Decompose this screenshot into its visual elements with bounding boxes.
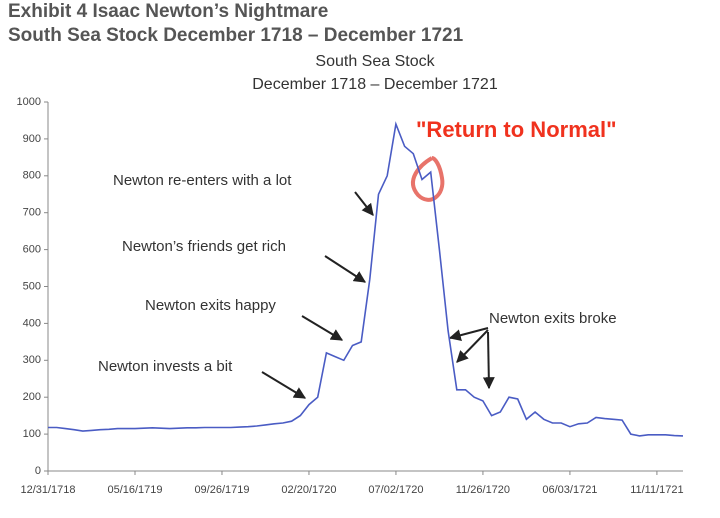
annotation: Newton invests a bit — [98, 358, 233, 375]
header-line: South Sea Stock December 1718 – December… — [8, 25, 464, 46]
line — [48, 121, 684, 437]
annotation: Newton exits happy — [145, 297, 276, 314]
y-tick-label: 400 — [23, 317, 41, 329]
circle-mark — [411, 156, 445, 202]
y-tick-label: 600 — [23, 244, 41, 256]
y-tick-label: 300 — [23, 354, 41, 366]
x-tick-label: 11/11/1721 — [630, 484, 683, 496]
annotation: Newton re-enters with a lot — [113, 172, 292, 189]
x-tick-label: 07/02/1720 — [368, 484, 423, 496]
y-tick-label: 500 — [23, 280, 41, 292]
x-tick-label: 11/26/1720 — [456, 484, 510, 496]
x-tick-label: 12/31/1718 — [20, 484, 75, 496]
chart-subtitle: December 1718 – December 1721 — [252, 76, 498, 93]
y-tick-label: 700 — [23, 207, 41, 219]
y-tick-label: 0 — [35, 465, 41, 477]
x-tick-label: 02/20/1720 — [281, 484, 336, 496]
annotation: "Return to Normal" — [416, 117, 617, 142]
annotation: Newton’s friends get rich — [122, 238, 286, 255]
x-tick-label: 06/03/1721 — [542, 484, 597, 496]
y-tick-label: 900 — [23, 133, 41, 145]
y-tick-label: 1000 — [17, 96, 41, 108]
x-tick-label: 05/16/1719 — [107, 484, 162, 496]
y-tick-label: 800 — [23, 170, 41, 182]
header-line: Exhibit 4 Isaac Newton’s Nightmare — [8, 1, 328, 22]
x-tick-label: 09/26/1719 — [194, 484, 249, 496]
annotation-arrows — [261, 191, 495, 399]
y-tick-label: 200 — [23, 391, 41, 403]
chart-title: South Sea Stock — [315, 53, 435, 70]
y-tick-label: 100 — [23, 428, 41, 440]
annotation: Newton exits broke — [489, 310, 617, 327]
